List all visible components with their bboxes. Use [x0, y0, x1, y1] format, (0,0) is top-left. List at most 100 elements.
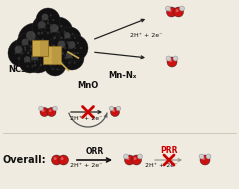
Circle shape — [56, 68, 59, 70]
Circle shape — [63, 31, 66, 33]
Circle shape — [173, 56, 178, 61]
Circle shape — [24, 56, 30, 62]
Circle shape — [30, 32, 33, 35]
Circle shape — [166, 56, 171, 61]
Circle shape — [199, 154, 204, 159]
Circle shape — [60, 25, 63, 28]
Circle shape — [44, 24, 46, 26]
Circle shape — [47, 32, 49, 34]
Text: NCs: NCs — [8, 65, 26, 74]
Circle shape — [27, 44, 29, 46]
Circle shape — [62, 35, 88, 61]
Circle shape — [40, 54, 42, 56]
Text: Mn-Nₓ: Mn-Nₓ — [108, 71, 136, 80]
Circle shape — [64, 47, 66, 49]
Circle shape — [68, 41, 75, 48]
Circle shape — [18, 23, 52, 57]
Circle shape — [49, 59, 55, 65]
Circle shape — [24, 39, 26, 41]
Circle shape — [47, 19, 49, 21]
Circle shape — [139, 155, 140, 156]
Circle shape — [19, 51, 41, 73]
Circle shape — [168, 9, 172, 12]
Text: PRR: PRR — [160, 146, 178, 155]
Circle shape — [32, 44, 34, 46]
Circle shape — [117, 107, 119, 108]
FancyBboxPatch shape — [40, 40, 48, 56]
Circle shape — [74, 62, 76, 64]
Circle shape — [27, 65, 28, 67]
Circle shape — [112, 109, 115, 112]
Circle shape — [48, 46, 72, 70]
Circle shape — [61, 41, 63, 44]
Circle shape — [60, 46, 84, 70]
Circle shape — [27, 57, 28, 59]
Circle shape — [53, 25, 56, 28]
Circle shape — [71, 52, 73, 54]
Circle shape — [200, 155, 201, 156]
Circle shape — [71, 42, 73, 44]
Circle shape — [22, 39, 28, 45]
Circle shape — [56, 60, 59, 62]
Circle shape — [59, 155, 69, 165]
Circle shape — [167, 7, 176, 17]
Circle shape — [59, 64, 61, 66]
Circle shape — [41, 39, 44, 42]
Circle shape — [51, 34, 79, 62]
Circle shape — [32, 15, 58, 41]
Circle shape — [60, 36, 63, 39]
Circle shape — [56, 52, 58, 54]
Circle shape — [37, 59, 39, 61]
Circle shape — [124, 154, 129, 159]
Circle shape — [16, 33, 40, 57]
Circle shape — [116, 106, 121, 111]
Circle shape — [31, 53, 38, 60]
Circle shape — [8, 39, 36, 67]
Text: 2H⁺ + 2e⁻: 2H⁺ + 2e⁻ — [145, 163, 177, 168]
Circle shape — [61, 157, 64, 160]
Circle shape — [71, 41, 73, 43]
Circle shape — [207, 155, 209, 156]
Circle shape — [37, 45, 40, 48]
Circle shape — [42, 109, 45, 112]
Circle shape — [31, 59, 33, 61]
Circle shape — [76, 57, 78, 59]
Circle shape — [179, 6, 185, 11]
Circle shape — [43, 17, 73, 47]
Circle shape — [50, 31, 53, 33]
Circle shape — [18, 46, 20, 49]
Circle shape — [80, 47, 82, 49]
Circle shape — [57, 47, 60, 49]
Circle shape — [68, 47, 70, 49]
Circle shape — [53, 106, 57, 111]
Circle shape — [59, 57, 61, 59]
FancyBboxPatch shape — [43, 46, 61, 64]
Circle shape — [26, 31, 36, 40]
Circle shape — [25, 47, 51, 73]
Circle shape — [64, 37, 66, 39]
Circle shape — [34, 61, 36, 63]
Circle shape — [68, 52, 70, 54]
Circle shape — [18, 57, 20, 60]
Circle shape — [30, 49, 32, 51]
Circle shape — [165, 6, 170, 11]
Circle shape — [61, 52, 63, 55]
Circle shape — [66, 33, 69, 35]
Circle shape — [52, 44, 55, 47]
Circle shape — [53, 36, 56, 39]
Circle shape — [26, 39, 29, 42]
Circle shape — [167, 57, 168, 59]
Circle shape — [74, 47, 76, 49]
Circle shape — [169, 59, 172, 62]
Circle shape — [22, 44, 24, 46]
Circle shape — [64, 57, 66, 59]
Circle shape — [32, 65, 33, 67]
Text: Overall:: Overall: — [3, 155, 47, 165]
Circle shape — [24, 46, 27, 49]
Circle shape — [71, 33, 73, 35]
Text: 2H⁺ + 2e⁻: 2H⁺ + 2e⁻ — [130, 33, 162, 38]
Circle shape — [176, 9, 179, 12]
Circle shape — [56, 51, 59, 53]
Circle shape — [56, 62, 58, 64]
Circle shape — [40, 107, 41, 108]
